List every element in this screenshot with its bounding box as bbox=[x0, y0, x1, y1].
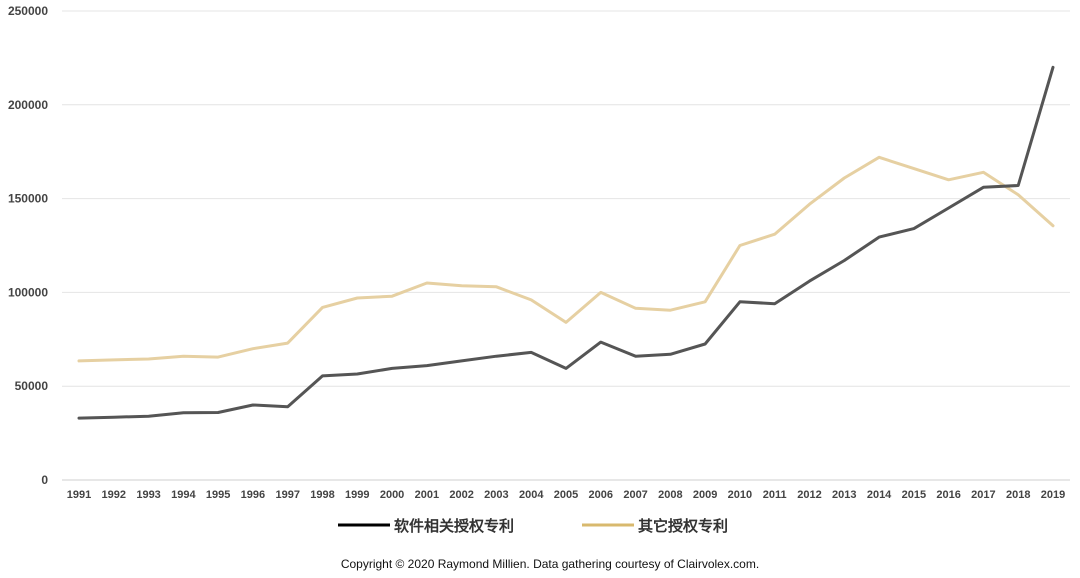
y-tick-label: 0 bbox=[41, 473, 48, 487]
x-tick-label: 2002 bbox=[449, 489, 473, 501]
x-tick-label: 2012 bbox=[797, 489, 821, 501]
x-tick-label: 2014 bbox=[867, 489, 892, 501]
y-tick-label: 200000 bbox=[8, 98, 48, 112]
x-tick-label: 2016 bbox=[936, 489, 960, 501]
legend-label-software: 软件相关授权专利 bbox=[394, 517, 514, 535]
y-tick-label: 50000 bbox=[15, 379, 49, 393]
x-tick-label: 1996 bbox=[241, 489, 265, 501]
x-tick-label: 1997 bbox=[275, 489, 299, 501]
x-tick-label: 1995 bbox=[206, 489, 230, 501]
x-tick-label: 1991 bbox=[67, 489, 91, 501]
x-tick-label: 2010 bbox=[728, 489, 752, 501]
x-tick-label: 2018 bbox=[1006, 489, 1030, 501]
x-tick-label: 2019 bbox=[1041, 489, 1065, 501]
x-tick-label: 2004 bbox=[519, 489, 544, 501]
y-axis-ticks: 0 50000 100000 150000 200000 250000 bbox=[8, 4, 48, 487]
legend: 软件相关授权专利 其它授权专利 bbox=[338, 517, 728, 535]
legend-label-other: 其它授权专利 bbox=[638, 517, 728, 535]
x-tick-label: 1998 bbox=[310, 489, 334, 501]
x-tick-label: 1999 bbox=[345, 489, 369, 501]
x-tick-label: 1992 bbox=[102, 489, 126, 501]
x-tick-label: 2003 bbox=[484, 489, 508, 501]
x-tick-label: 2017 bbox=[971, 489, 995, 501]
x-tick-label: 2009 bbox=[693, 489, 717, 501]
x-tick-label: 1994 bbox=[171, 489, 196, 501]
copyright-note: Copyright © 2020 Raymond Millien. Data g… bbox=[341, 557, 759, 571]
gridlines bbox=[62, 10, 1070, 481]
y-tick-label: 100000 bbox=[8, 285, 48, 299]
y-tick-label: 150000 bbox=[8, 192, 48, 206]
x-tick-label: 2011 bbox=[763, 489, 787, 501]
series-line-other bbox=[77, 155, 1055, 363]
x-tick-label: 2007 bbox=[623, 489, 647, 501]
x-axis-ticks: 1991 1992 1993 1994 1995 1996 1997 1998 1999 2000… bbox=[67, 489, 1065, 501]
x-tick-label: 2015 bbox=[902, 489, 926, 501]
x-tick-label: 1993 bbox=[136, 489, 160, 501]
x-tick-label: 2001 bbox=[415, 489, 439, 501]
y-tick-label: 250000 bbox=[8, 4, 48, 18]
x-tick-label: 2000 bbox=[380, 489, 404, 501]
series-line-software bbox=[77, 65, 1055, 420]
series-lines bbox=[77, 65, 1055, 420]
x-tick-label: 2006 bbox=[589, 489, 613, 501]
x-tick-label: 2008 bbox=[658, 489, 682, 501]
x-tick-label: 2005 bbox=[554, 489, 578, 501]
x-tick-label: 2013 bbox=[832, 489, 856, 501]
